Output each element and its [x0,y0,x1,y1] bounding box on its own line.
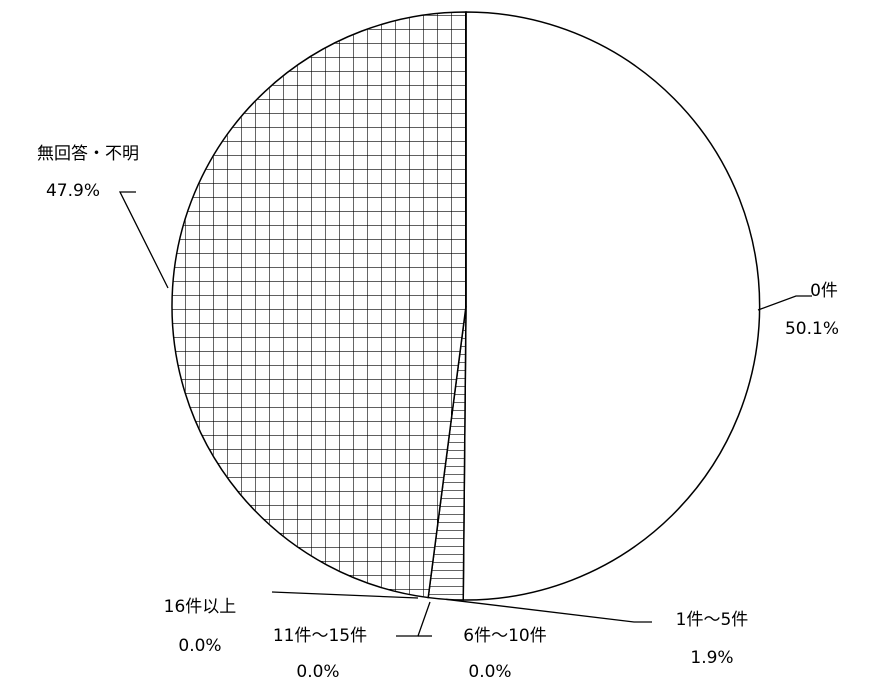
slice-label: 11件～15件 [273,626,367,646]
leader-line [271,591,419,599]
slice-value-label: 0.0% [296,662,339,681]
slice-value-label: 47.9% [46,181,100,201]
pie-slice [462,11,761,601]
slice-value-label: 50.1% [785,319,839,339]
slice-label: 無回答・不明 [37,144,139,164]
leader-line [445,598,652,623]
pie-slice [171,11,467,599]
slice-label: 1件～5件 [676,610,749,630]
slice-label: 0件 [810,281,838,301]
slice-value-label: 1.9% [690,648,733,668]
slice-label: 16件以上 [164,597,237,617]
slice-label: 6件～10件 [463,626,546,646]
leader-line [757,295,812,311]
leader-line [396,601,431,637]
slice-value-label: 0.0% [178,636,221,656]
leader-line [118,191,169,289]
slice-value-label: 0.0% [468,662,511,681]
